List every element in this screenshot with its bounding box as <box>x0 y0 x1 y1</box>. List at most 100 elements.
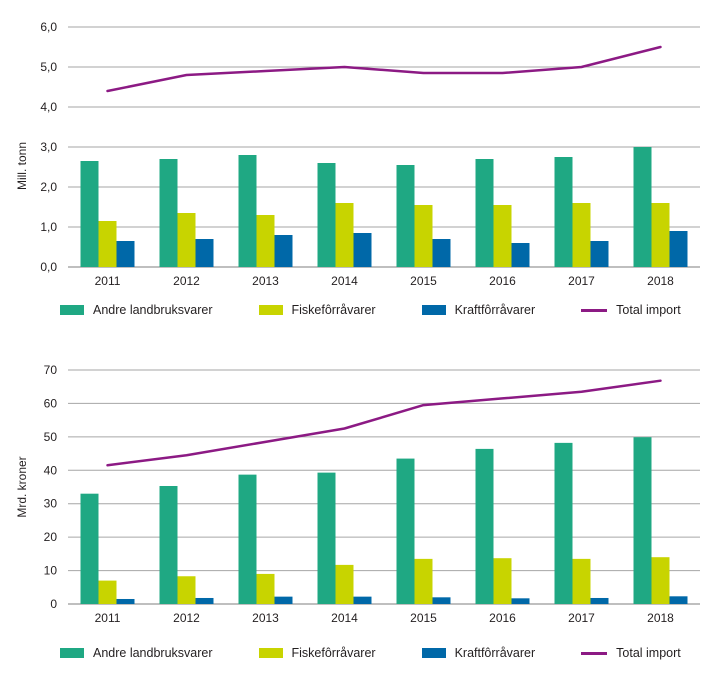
bar-fiskeforravarer <box>98 221 117 267</box>
bar-andre-landbruksvarer <box>80 161 99 267</box>
y-tick-label: 40 <box>44 463 58 477</box>
legend-label: Andre landbruksvarer <box>93 646 213 660</box>
legend-label: Total import <box>616 646 681 660</box>
bar-andre-landbruksvarer <box>80 493 99 604</box>
x-tick-label: 2014 <box>331 274 358 288</box>
bar-kraftforravarer <box>590 241 609 267</box>
legend-label: Andre landbruksvarer <box>93 303 213 317</box>
bar-andre-landbruksvarer <box>633 437 652 604</box>
bar-fiskeforravarer <box>177 576 196 604</box>
y-tick-label: 0,0 <box>40 260 57 274</box>
x-tick-label: 2015 <box>410 274 437 288</box>
bar-kraftforravarer <box>274 596 293 604</box>
y-tick-label: 60 <box>44 396 58 410</box>
x-tick-label: 2016 <box>489 611 516 625</box>
total-import-line-swatch <box>581 651 608 655</box>
x-tick-label: 2012 <box>173 274 200 288</box>
bar-andre-landbruksvarer <box>317 163 336 267</box>
bar-kraftforravarer <box>116 241 135 267</box>
bar-fiskeforravarer <box>572 558 591 604</box>
y-axis-title: Mrd. kroner <box>15 456 29 517</box>
bar-andre-landbruksvarer <box>317 472 336 604</box>
y-tick-label: 6,0 <box>40 20 57 34</box>
legend-label: Kraftfôrråvarer <box>454 646 536 660</box>
bar-kraftforravarer <box>432 597 451 604</box>
bar-andre-landbruksvarer <box>475 159 494 267</box>
kraftforravarer-swatch <box>421 305 446 315</box>
y-tick-label: 3,0 <box>40 140 57 154</box>
legend-item-total-import: Total import <box>581 646 681 660</box>
x-tick-label: 2011 <box>95 611 121 625</box>
y-tick-label: 5,0 <box>40 60 57 74</box>
y-tick-label: 4,0 <box>40 100 57 114</box>
y-tick-label: 50 <box>44 430 58 444</box>
bar-kraftforravarer <box>116 598 135 604</box>
legend-item-kraftforravarer: Kraftfôrråvarer <box>421 303 536 317</box>
x-tick-label: 2016 <box>489 274 516 288</box>
mrd-kroner-chart: 0 10 20 30 40 50 60 70 Mrd. kroner 2011 2012 2013 20… <box>15 363 700 625</box>
x-tick-label: 2013 <box>252 611 279 625</box>
legend-item-total-import: Total import <box>581 303 681 317</box>
bar-andre-landbruksvarer <box>554 442 573 604</box>
bar-kraftforravarer <box>274 235 293 267</box>
bar-fiskeforravarer <box>414 205 433 267</box>
bar-andre-landbruksvarer <box>396 165 415 267</box>
bar-fiskeforravarer <box>651 203 670 267</box>
bar-fiskeforravarer <box>493 205 512 267</box>
x-tick-label: 2017 <box>568 274 595 288</box>
bar-fiskeforravarer <box>335 203 354 267</box>
bar-kraftforravarer <box>195 597 214 604</box>
x-tick-label: 2017 <box>568 611 595 625</box>
bar-andre-landbruksvarer <box>396 458 415 604</box>
bar-kraftforravarer <box>432 239 451 267</box>
legend-item-fiskeforravarer: Fiskefôrråvarer <box>258 303 376 317</box>
mill-tonn-chart: 0,0 1,0 2,0 3,0 4,0 5,0 6,0 Mill. tonn 2011 2012 2… <box>15 20 700 288</box>
y-tick-label: 10 <box>44 564 58 578</box>
legend-label: Kraftfôrråvarer <box>454 303 536 317</box>
line-total-import <box>106 379 662 467</box>
bar-andre-landbruksvarer <box>159 485 178 604</box>
y-axis-title: Mill. tonn <box>15 142 29 190</box>
bar-fiskeforravarer <box>335 564 354 604</box>
bar-kraftforravarer <box>511 243 530 267</box>
x-tick-label: 2018 <box>647 274 674 288</box>
bar-kraftforravarer <box>590 597 609 604</box>
legend-label: Fiskefôrråvarer <box>291 646 376 660</box>
andre-landbruksvarer-swatch <box>60 648 84 658</box>
bar-andre-landbruksvarer <box>633 147 652 267</box>
bar-andre-landbruksvarer <box>238 474 257 604</box>
legend-item-andre-landbruksvarer: Andre landbruksvarer <box>60 646 213 660</box>
x-tick-label: 2015 <box>410 611 437 625</box>
legend-top: Andre landbruksvarer Fiskefôrråvarer Kra… <box>60 303 681 317</box>
bar-kraftforravarer <box>195 239 214 267</box>
x-tick-label: 2013 <box>252 274 279 288</box>
line-total-import <box>106 45 662 93</box>
total-import-line-swatch <box>581 308 608 312</box>
y-tick-label: 70 <box>44 363 58 377</box>
y-tick-label: 0 <box>50 597 57 611</box>
y-tick-label: 1,0 <box>40 220 57 234</box>
y-tick-label: 30 <box>44 497 58 511</box>
bar-kraftforravarer <box>353 596 372 604</box>
legend-bottom: Andre landbruksvarer Fiskefôrråvarer Kra… <box>60 646 681 660</box>
bar-fiskeforravarer <box>177 213 196 267</box>
fiskeforravarer-swatch <box>258 648 283 658</box>
x-tick-label: 2014 <box>331 611 358 625</box>
bar-kraftforravarer <box>669 596 688 604</box>
kraftforravarer-swatch <box>421 648 446 658</box>
bar-andre-landbruksvarer <box>238 155 257 267</box>
bar-andre-landbruksvarer <box>475 448 494 604</box>
bar-fiskeforravarer <box>98 580 117 604</box>
legend-label: Total import <box>616 303 681 317</box>
bar-fiskeforravarer <box>414 558 433 604</box>
legend-item-andre-landbruksvarer: Andre landbruksvarer <box>60 303 213 317</box>
y-tick-label: 20 <box>44 530 58 544</box>
bar-kraftforravarer <box>353 233 372 267</box>
x-tick-label: 2018 <box>647 611 674 625</box>
bar-fiskeforravarer <box>493 558 512 604</box>
x-tick-label: 2012 <box>173 611 200 625</box>
andre-landbruksvarer-swatch <box>60 305 84 315</box>
x-tick-label: 2011 <box>95 274 121 288</box>
y-tick-label: 2,0 <box>40 180 57 194</box>
